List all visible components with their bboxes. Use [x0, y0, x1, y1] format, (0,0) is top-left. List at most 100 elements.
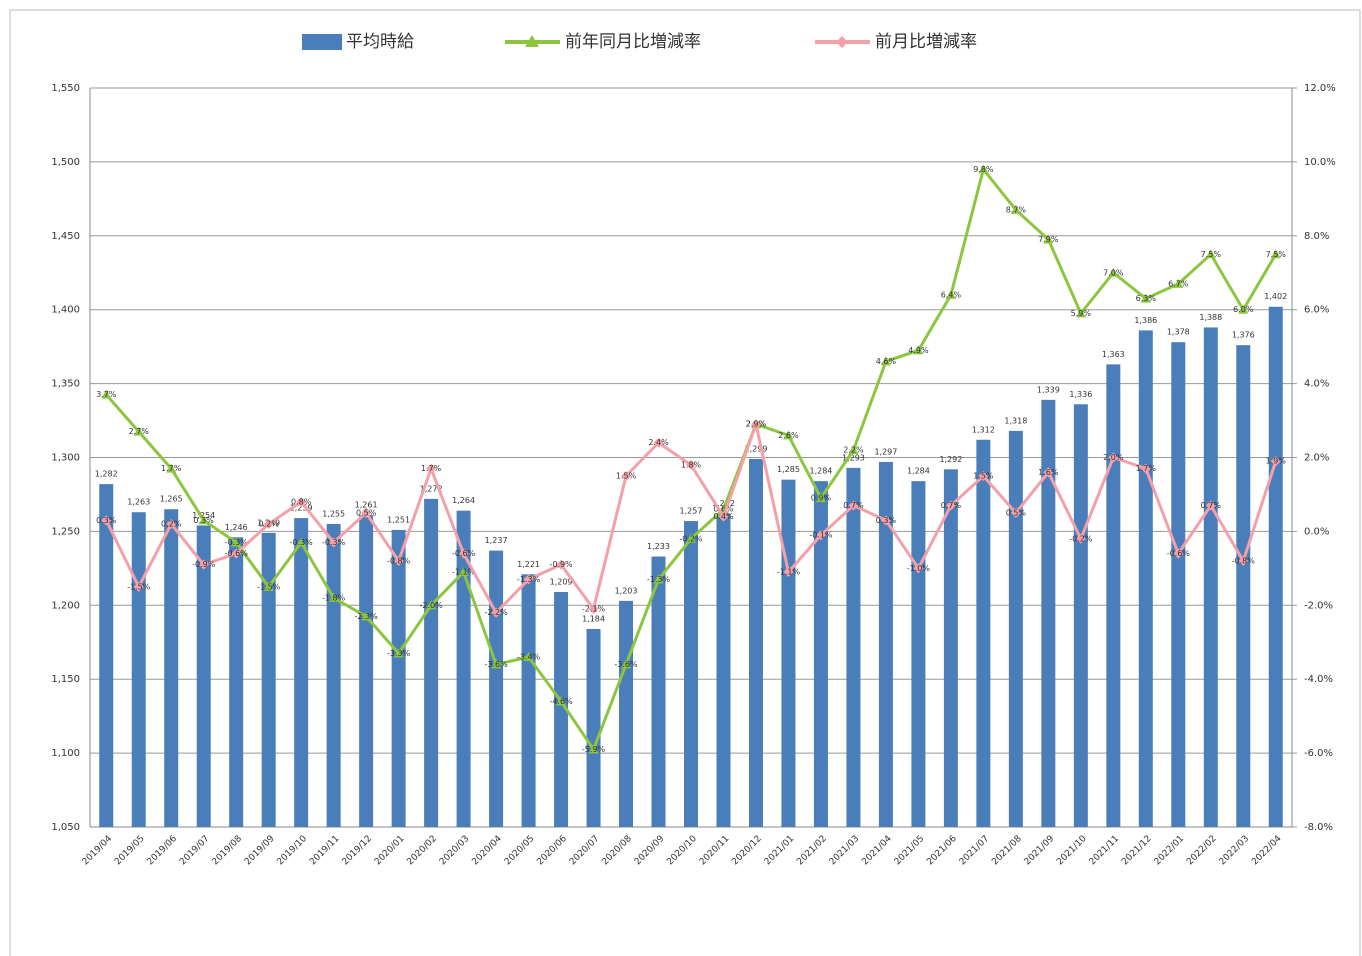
line-marker	[491, 659, 502, 669]
y-tick-label: 1,450	[51, 231, 80, 242]
y2-tick-label: 8.0%	[1304, 231, 1329, 242]
x-tick-label: 2020/12	[730, 834, 764, 868]
line-marker	[978, 164, 989, 174]
y2-tick-label: -8.0%	[1304, 822, 1333, 833]
bar	[1138, 330, 1153, 827]
bar	[229, 537, 244, 827]
x-tick-label: 2019/09	[243, 834, 277, 868]
x-tick-label: 2019/06	[146, 834, 180, 868]
line-value-label: -1.0%	[907, 564, 931, 573]
line-marker	[296, 496, 307, 507]
line-value-label: -4.6%	[549, 697, 573, 706]
bar	[943, 469, 958, 827]
bar	[294, 518, 309, 827]
line-marker	[458, 548, 469, 559]
bar-value-label: 1,402	[1264, 292, 1287, 301]
line-marker	[1140, 463, 1151, 474]
x-tick-label: 2021/04	[860, 834, 894, 868]
line-marker	[101, 389, 112, 399]
bar	[1106, 364, 1121, 827]
line-value-label: 0.6%	[713, 505, 734, 514]
x-tick-label: 2019/07	[178, 834, 212, 868]
line-value-label: 0.7%	[1201, 501, 1222, 510]
x-tick-label: 2021/08	[990, 834, 1024, 868]
line-value-label: -0.3%	[290, 538, 314, 547]
line-marker	[231, 548, 242, 559]
bar-value-label: 1,318	[1004, 416, 1027, 425]
x-tick-label: 2021/03	[828, 834, 862, 868]
line-marker	[1238, 555, 1249, 566]
line-marker	[1270, 249, 1281, 259]
line-value-label: 0.7%	[843, 501, 864, 510]
x-tick-label: 2020/06	[535, 834, 569, 868]
line-value-label: 5.9%	[1071, 309, 1092, 318]
bar	[196, 525, 211, 827]
x-tick-label: 2020/03	[438, 834, 472, 868]
chart-border	[9, 9, 1361, 956]
line-value-label: -3.6%	[484, 660, 508, 669]
line-marker	[263, 519, 274, 530]
bar-value-label: 1,293	[842, 453, 865, 462]
legend-label: 前年同月比増減率	[565, 32, 701, 52]
bar	[391, 529, 406, 827]
line-marker	[523, 652, 534, 662]
bar-value-label: 1,272	[420, 484, 443, 493]
y2-tick-label: 0.0%	[1304, 526, 1329, 537]
line-value-label: 6.7%	[1168, 279, 1189, 288]
line-marker	[296, 537, 307, 547]
line-marker	[913, 345, 924, 355]
line-marker	[166, 519, 177, 530]
line-marker	[783, 430, 794, 440]
bar-value-label: 1,388	[1199, 313, 1222, 322]
line-value-label: -1.3%	[647, 575, 671, 584]
x-tick-label: 2019/04	[81, 834, 115, 868]
bar	[326, 524, 341, 827]
line-marker	[686, 533, 696, 543]
bar-value-label: 1,297	[874, 447, 897, 456]
bar	[521, 574, 536, 827]
line-value-label: -3.3%	[387, 649, 411, 658]
line-value-label: 0.3%	[194, 516, 215, 525]
x-tick-label: 2021/01	[763, 834, 797, 868]
line-value-label: -0.8%	[387, 556, 411, 565]
x-tick-label: 2021/05	[893, 834, 927, 868]
line-marker	[880, 356, 891, 366]
x-tick-label: 2020/10	[665, 834, 699, 868]
line-value-label: 1.5%	[973, 471, 994, 480]
line-marker	[556, 696, 567, 706]
y2-tick-label: 4.0%	[1304, 379, 1329, 390]
line-marker	[1043, 234, 1054, 244]
line-value-label: -2.2%	[484, 608, 508, 617]
line-value-label: 1.8%	[681, 460, 702, 469]
bar	[619, 600, 634, 827]
line-value-label: 1.9%	[1266, 457, 1287, 466]
line-value-label: 1.6%	[1038, 468, 1059, 477]
bar	[586, 628, 601, 827]
x-tick-label: 2022/04	[1250, 834, 1284, 868]
bar-value-label: 1,264	[452, 496, 475, 505]
line-marker	[491, 607, 502, 618]
line-value-label: -0.6%	[225, 549, 249, 558]
line-marker	[1010, 507, 1021, 518]
line-marker	[263, 581, 274, 591]
line-value-label: 0.5%	[1006, 508, 1027, 517]
bar	[164, 509, 179, 827]
line-marker	[621, 470, 632, 481]
line-value-label: -0.6%	[1167, 549, 1191, 558]
line-value-label: 6.4%	[941, 290, 962, 299]
x-tick-label: 2021/10	[1055, 834, 1089, 868]
legend-marker	[836, 36, 848, 48]
x-tick-label: 2019/12	[341, 834, 375, 868]
bar	[1073, 404, 1088, 827]
line-value-label: 8.7%	[1006, 205, 1027, 214]
legend-swatch	[302, 34, 342, 50]
bar-value-label: 1,237	[485, 536, 508, 545]
legend-label: 前月比増減率	[875, 32, 977, 52]
x-tick-label: 2020/01	[373, 834, 407, 868]
line-marker	[588, 603, 599, 614]
bar-value-label: 1,363	[1102, 350, 1125, 359]
line-marker	[621, 659, 632, 669]
line-marker	[718, 511, 729, 522]
x-tick-label: 2019/11	[308, 834, 342, 868]
line-marker	[913, 563, 924, 574]
